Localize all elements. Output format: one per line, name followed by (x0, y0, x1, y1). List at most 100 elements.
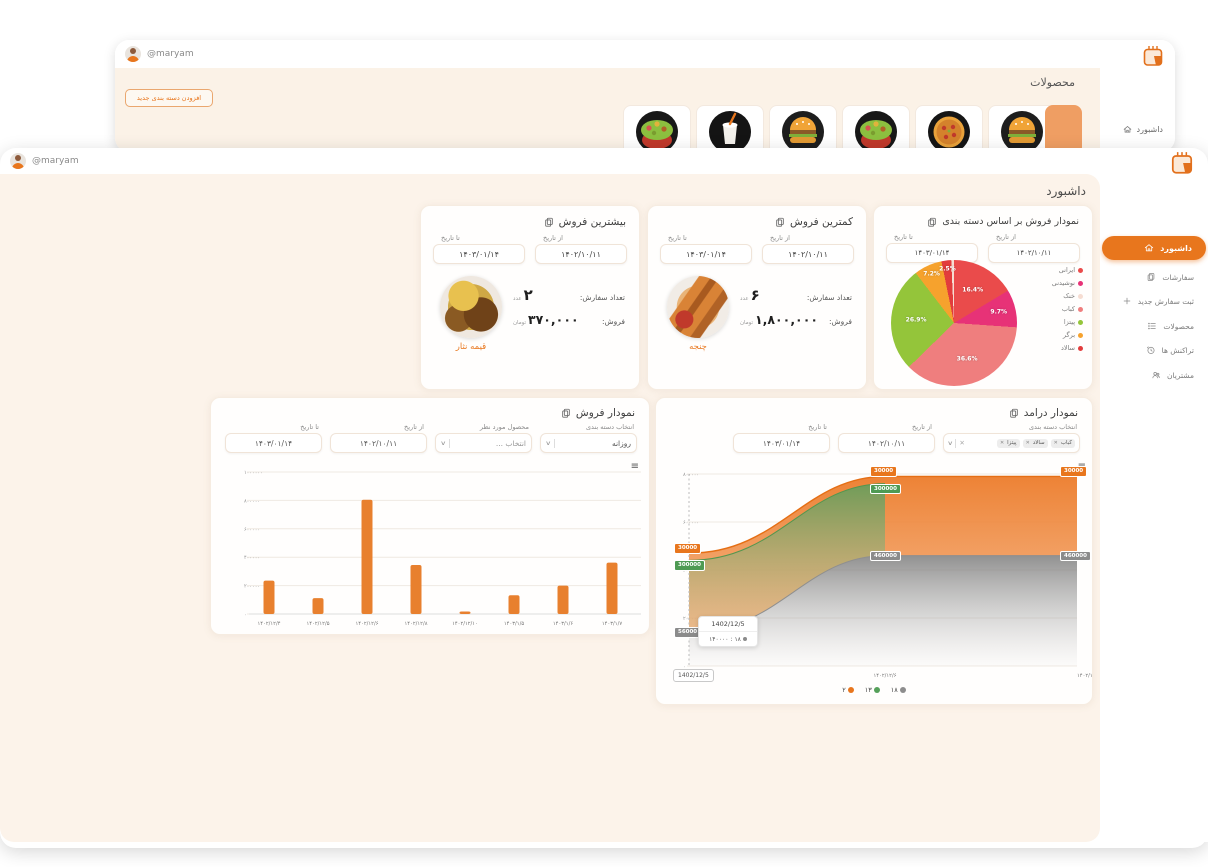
to-date-label: تا تاریخ (441, 234, 460, 242)
legend-dot (1078, 280, 1083, 286)
card-title: نمودار فروش بر اساس دسته بندی (942, 216, 1079, 227)
to-date-label: تا تاریخ (300, 423, 319, 431)
to-date-input[interactable]: ۱۴۰۳/۰۱/۱۴ (433, 244, 525, 264)
chart-menu-icon[interactable]: ≡ (630, 461, 639, 472)
from-date-input[interactable]: ۱۴۰۲/۱۰/۱۱ (330, 433, 427, 453)
card-title: کمترین فروش (790, 216, 853, 228)
x-axis-start-label: 1402/12/5 (673, 669, 714, 682)
background-products-window: @maryam محصولات افزودن دسته بندی جدید دا… (115, 40, 1175, 152)
pie-slice-label: 26.9% (905, 316, 927, 324)
legend-item[interactable]: ۲ (842, 686, 854, 694)
pie-slice-label: 7.2% (923, 270, 940, 278)
pie-legend: ایرانی نوشیدنی خنک کباب پیتزا برگر سالاد (1052, 266, 1083, 352)
sidebar-item-list[interactable]: محصولات (1100, 315, 1208, 337)
copy-icon (544, 217, 553, 227)
data-label-badge: 30000 (674, 543, 702, 554)
sales-value: ۱,۸۰۰,۰۰۰ (755, 312, 818, 327)
products-title: محصولات (1030, 76, 1075, 89)
username: @maryam (147, 49, 194, 59)
remove-tag-icon[interactable]: ✕ (1025, 440, 1030, 446)
product-card-drink[interactable] (696, 105, 764, 152)
legend-dot (847, 687, 854, 693)
to-date-input[interactable]: ۱۴۰۳/۰۱/۱۴ (733, 433, 830, 453)
category-multiselect[interactable]: کباب ✕ سالاد ✕ پیتزا ✕ ✕ ∨ (943, 433, 1080, 453)
legend-item[interactable]: کباب (1052, 305, 1083, 313)
legend-item[interactable]: ایرانی (1052, 266, 1083, 274)
svg-text:۲۰۰۰۰۰: ۲۰۰۰۰۰ (244, 584, 260, 590)
selected-tag[interactable]: کباب ✕ (1050, 438, 1075, 448)
selected-tag[interactable]: پیتزا ✕ (996, 438, 1020, 448)
from-date-input[interactable]: ۱۴۰۲/۱۰/۱۱ (762, 244, 854, 264)
svg-text:۱۴۰۲/۱۲/۸: ۱۴۰۲/۱۲/۸ (405, 621, 428, 627)
svg-text:۱۴۰۲/۱۲/۶: ۱۴۰۲/۱۲/۶ (874, 673, 897, 679)
sidebar: داشبورد سفارشات ثبت سفارش جدید محصولات تراکن… (1100, 174, 1208, 842)
product-select-label: محصول مورد نظر (479, 423, 529, 431)
data-label-badge: 300000 (674, 560, 705, 571)
selected-tag[interactable]: سالاد ✕ (1022, 438, 1048, 448)
legend-item[interactable]: ۱۳ (865, 686, 880, 694)
orders-count-label: تعداد سفارش: (579, 293, 625, 302)
product-card-salad[interactable] (623, 105, 691, 152)
legend-item[interactable]: برگر (1052, 331, 1083, 339)
bg-sidebar-item-dashboard[interactable]: داشبورد (1123, 125, 1163, 134)
card-title: نمودار درامد (1023, 407, 1078, 419)
to-date-input[interactable]: ۱۴۰۳/۰۱/۱۴ (886, 243, 978, 263)
legend-item[interactable]: سالاد (1052, 344, 1083, 352)
avatar (125, 46, 141, 62)
salad-image (636, 111, 678, 152)
income-chart-card: نمودار درامد انتخاب دسته بندی کباب ✕ سالاد… (655, 397, 1093, 705)
sidebar-item-clock[interactable]: تراکنش ها (1100, 339, 1208, 361)
category-select[interactable]: روزانه ∨ (540, 433, 637, 453)
copy-icon (562, 408, 570, 418)
sidebar-item-orders[interactable]: سفارشات (1100, 266, 1208, 288)
product-card-pizza[interactable] (915, 105, 983, 152)
product-card-burger[interactable] (769, 105, 837, 152)
svg-text:۶۰۰۰۰۰: ۶۰۰۰۰۰ (683, 520, 699, 526)
category-select-label: انتخاب دسته بندی (585, 423, 634, 431)
tooltip-series: ۱۸ (734, 635, 741, 643)
dashboard-content: داشبورد بیشترین فروش از تاریخ ۱۴۰۲/۱۰/۱۱… (0, 174, 1100, 842)
remove-tag-icon[interactable]: ✕ (1053, 440, 1058, 446)
product-card-burger[interactable] (988, 105, 1056, 152)
sidebar-item-users[interactable]: مشتریان (1100, 364, 1208, 386)
sidebar-item-label: سفارشات (1162, 272, 1194, 282)
add-category-button[interactable]: افزودن دسته بندی جدید (125, 89, 213, 107)
product-photo (667, 276, 729, 338)
chevron-down-icon: ∨ (545, 439, 552, 447)
to-date-input[interactable]: ۱۴۰۳/۰۱/۱۴ (660, 244, 752, 264)
legend-dot (1078, 293, 1083, 299)
legend-dot (1078, 345, 1083, 351)
svg-text:۴۰۰۰۰۰: ۴۰۰۰۰۰ (244, 555, 260, 561)
product-name: قیمه نثار (455, 342, 487, 352)
legend-item[interactable]: پیتزا (1052, 318, 1083, 326)
fg-topbar: @maryam (0, 148, 1208, 174)
pie-slice-label: 2.5% (939, 265, 956, 273)
data-label-badge: 30000 (1060, 466, 1088, 477)
from-date-input[interactable]: ۱۴۰۲/۱۰/۱۱ (535, 244, 627, 264)
sidebar-item-home[interactable]: داشبورد (1102, 236, 1206, 260)
clear-all-icon[interactable]: ✕ (959, 439, 965, 447)
chevron-down-icon[interactable]: ∨ (947, 439, 954, 447)
bg-dashboard-label: داشبورد (1136, 125, 1163, 134)
category-multiselect-label: انتخاب دسته بندی (1028, 423, 1077, 431)
from-date-input[interactable]: ۱۴۰۲/۱۰/۱۱ (838, 433, 935, 453)
legend-item[interactable]: ۱۸ (891, 686, 906, 694)
category-strip[interactable] (1045, 105, 1082, 152)
sidebar-item-plus[interactable]: ثبت سفارش جدید (1100, 290, 1208, 312)
legend-item[interactable]: خنک (1052, 292, 1083, 300)
legend-label: کباب (1061, 305, 1075, 313)
data-label-badge: 30000 (870, 466, 898, 477)
svg-text:۱۴۰۲/۱۲/۶: ۱۴۰۲/۱۲/۶ (356, 621, 379, 627)
orders-icon (1148, 273, 1155, 281)
product-card-salad[interactable] (842, 105, 910, 152)
product-select[interactable]: انتخاب ... ∨ (435, 433, 532, 453)
legend-label: پیتزا (1063, 318, 1075, 326)
avatar (10, 153, 26, 169)
to-date-input[interactable]: ۱۴۰۳/۰۱/۱۴ (225, 433, 322, 453)
legend-item[interactable]: نوشیدنی (1052, 279, 1083, 287)
svg-text:۱۴۰۳/۱/۷: ۱۴۰۳/۱/۷ (602, 621, 622, 627)
remove-tag-icon[interactable]: ✕ (999, 440, 1005, 446)
sidebar-item-label: مشتریان (1167, 370, 1194, 380)
pie-slice-label: 16.4% (962, 286, 984, 294)
from-date-input[interactable]: ۱۴۰۲/۱۰/۱۱ (988, 243, 1080, 263)
